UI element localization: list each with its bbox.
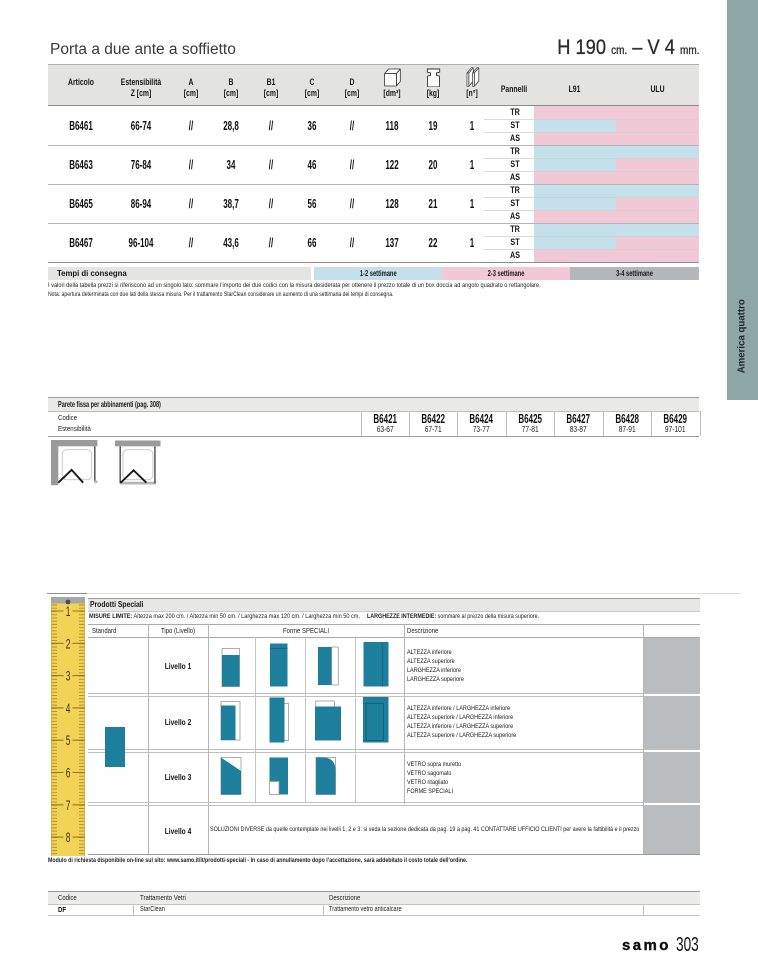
svg-text:7: 7 [66, 799, 71, 814]
svg-text:6: 6 [66, 767, 71, 782]
svg-text:5: 5 [66, 734, 71, 749]
svg-text:2: 2 [66, 637, 71, 652]
svg-text:3: 3 [66, 670, 71, 685]
svg-text:8: 8 [66, 831, 71, 846]
svg-text:1: 1 [66, 605, 71, 620]
svg-text:4: 4 [66, 702, 71, 717]
